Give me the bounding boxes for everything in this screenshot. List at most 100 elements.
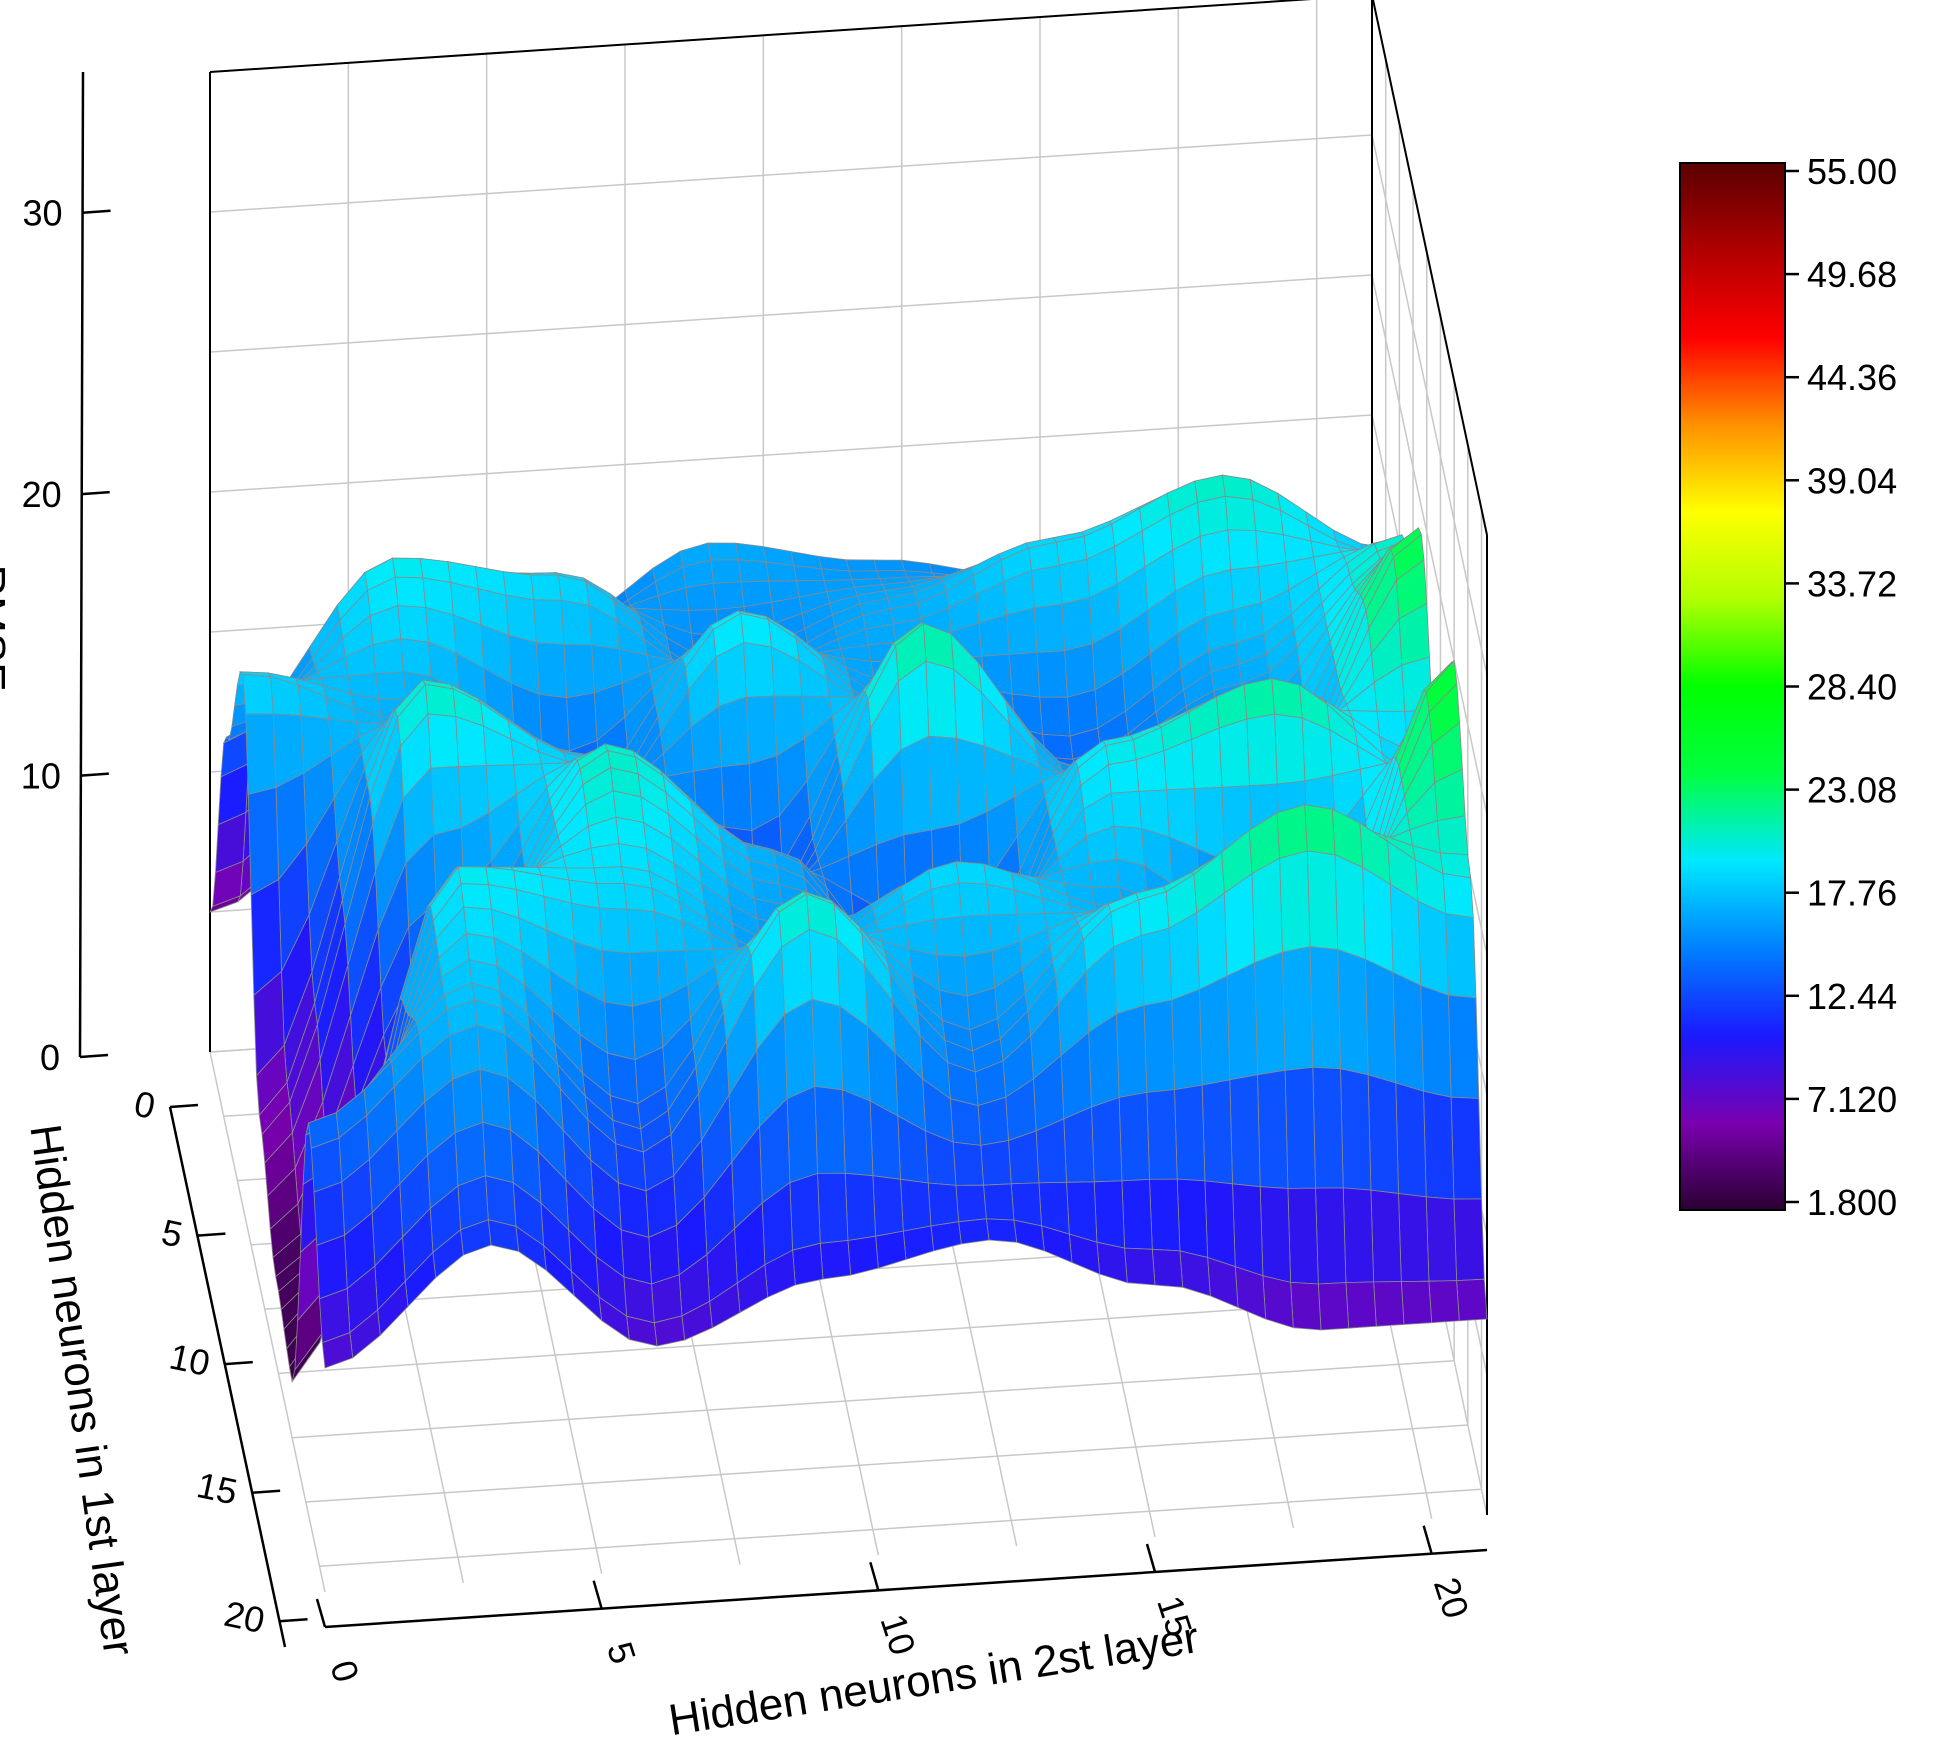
surface-cell bbox=[900, 1178, 932, 1232]
surface-cell bbox=[1370, 1189, 1402, 1283]
surface-cell bbox=[1400, 1280, 1433, 1325]
surface-cell bbox=[1456, 1278, 1488, 1322]
surface-cell bbox=[1340, 1068, 1372, 1191]
surface-cell bbox=[1108, 759, 1140, 794]
y-tick-label: 5 bbox=[158, 1211, 186, 1255]
surface-cell bbox=[1362, 866, 1394, 973]
surface-cell bbox=[1146, 1089, 1178, 1180]
back-wall-gridline bbox=[209, 134, 1373, 213]
y-tick bbox=[197, 1232, 226, 1237]
x-tick-label: 5 bbox=[599, 1637, 644, 1669]
surface-cell bbox=[1227, 529, 1259, 571]
surface-cell bbox=[397, 605, 429, 643]
z-tick bbox=[79, 1053, 109, 1059]
side-wall-gridline bbox=[1371, 134, 1488, 676]
surface-cell bbox=[811, 998, 843, 1091]
surface-cell bbox=[1201, 1079, 1233, 1185]
surface-cell bbox=[949, 1098, 982, 1146]
side-wall-gridline bbox=[1371, 274, 1488, 816]
surface-cell bbox=[1118, 1091, 1150, 1182]
surface-cell bbox=[430, 766, 462, 836]
surface-cell bbox=[375, 671, 407, 701]
surface-cell bbox=[1115, 1004, 1148, 1098]
surface-cell bbox=[560, 599, 593, 646]
surface-cell bbox=[629, 951, 661, 1007]
surface-cell bbox=[977, 1096, 1009, 1146]
surface-cell bbox=[955, 861, 987, 885]
y-tick-label: 20 bbox=[221, 1593, 269, 1641]
surface-cell bbox=[1124, 1247, 1156, 1286]
surface-cell bbox=[1143, 999, 1175, 1093]
surface-cell bbox=[1259, 1186, 1292, 1283]
y-axis-title: Hidden neurons in 1st layer bbox=[20, 1121, 143, 1658]
surface-cell bbox=[1113, 934, 1145, 1015]
surface-cell bbox=[1218, 718, 1250, 788]
surface-cell bbox=[1271, 678, 1303, 719]
surface-cell bbox=[1276, 804, 1308, 859]
colorbar-tick-label: 49.68 bbox=[1807, 254, 1897, 295]
x-axis-title: Hidden neurons in 2st layer bbox=[665, 1613, 1202, 1745]
side-top-edge bbox=[1372, 0, 1488, 536]
surface-cell bbox=[1036, 650, 1068, 698]
surface-cell bbox=[1367, 1074, 1399, 1194]
surface-cell bbox=[451, 1068, 484, 1134]
surface-cell bbox=[1290, 1281, 1322, 1331]
surface-cell bbox=[400, 638, 432, 678]
surface-cell bbox=[1345, 1281, 1377, 1329]
surface-cell bbox=[820, 568, 853, 581]
surface-cell bbox=[980, 1140, 1012, 1186]
surface-cell bbox=[245, 713, 277, 795]
surface-cell bbox=[1281, 946, 1314, 1071]
surface-cell bbox=[1284, 1066, 1316, 1189]
surface-cell bbox=[1254, 951, 1286, 1076]
surface-cell bbox=[842, 1089, 874, 1177]
surface-cell bbox=[1093, 1180, 1126, 1249]
surface-cell bbox=[765, 561, 797, 582]
z-axis-line bbox=[78, 71, 85, 1058]
surface-cell bbox=[1199, 529, 1232, 578]
surface-cell bbox=[1450, 1096, 1482, 1200]
surface-cell bbox=[1423, 1090, 1455, 1200]
surface-cell bbox=[1033, 603, 1066, 653]
surface-cell bbox=[1174, 1084, 1206, 1182]
colorbar-tick-label: 7.120 bbox=[1807, 1079, 1897, 1120]
surface-cell bbox=[819, 1240, 852, 1280]
surface-cell bbox=[596, 883, 628, 910]
surface-cell bbox=[1058, 558, 1091, 605]
surface-cell bbox=[391, 557, 424, 579]
surface-cell bbox=[955, 737, 988, 825]
surface-cell bbox=[707, 542, 739, 561]
surface-cell bbox=[454, 1121, 486, 1187]
surface-cell bbox=[1204, 1180, 1236, 1268]
colorbar-tick-label: 1.800 bbox=[1807, 1182, 1897, 1223]
floor-gridline bbox=[292, 1359, 1455, 1439]
surface-cell bbox=[710, 559, 742, 584]
surface-cell bbox=[1031, 564, 1063, 609]
surface-cell bbox=[479, 1068, 511, 1131]
surface-cell bbox=[1315, 1187, 1347, 1285]
surface-cell bbox=[952, 1141, 984, 1186]
surface-cell bbox=[1257, 1069, 1289, 1189]
surface-cell bbox=[814, 1085, 846, 1174]
surface-cell bbox=[1176, 1178, 1209, 1259]
x-tick-label: 20 bbox=[1426, 1572, 1477, 1623]
floor-gridline bbox=[305, 1424, 1468, 1503]
surface-cell bbox=[1306, 850, 1339, 950]
surface-cell bbox=[1395, 1082, 1427, 1198]
surface-cell bbox=[1453, 1198, 1485, 1282]
colorbar-tick-label: 39.04 bbox=[1807, 460, 1897, 501]
surface-cell bbox=[1061, 597, 1093, 652]
surface-cell bbox=[463, 906, 495, 939]
surface-cell bbox=[1337, 948, 1369, 1076]
y-tick bbox=[279, 1618, 308, 1623]
surface-cell bbox=[1445, 913, 1477, 999]
x-tick bbox=[869, 1561, 880, 1591]
surface-cell bbox=[593, 866, 625, 885]
surface-cell bbox=[1121, 1178, 1153, 1250]
surface-cell bbox=[930, 1221, 962, 1252]
floor-gridline bbox=[319, 1488, 1482, 1568]
y-axis-line bbox=[168, 1106, 287, 1648]
surface-cell bbox=[1447, 994, 1480, 1099]
surface-cell bbox=[1230, 566, 1262, 610]
y-tick-label: 0 bbox=[131, 1083, 159, 1127]
